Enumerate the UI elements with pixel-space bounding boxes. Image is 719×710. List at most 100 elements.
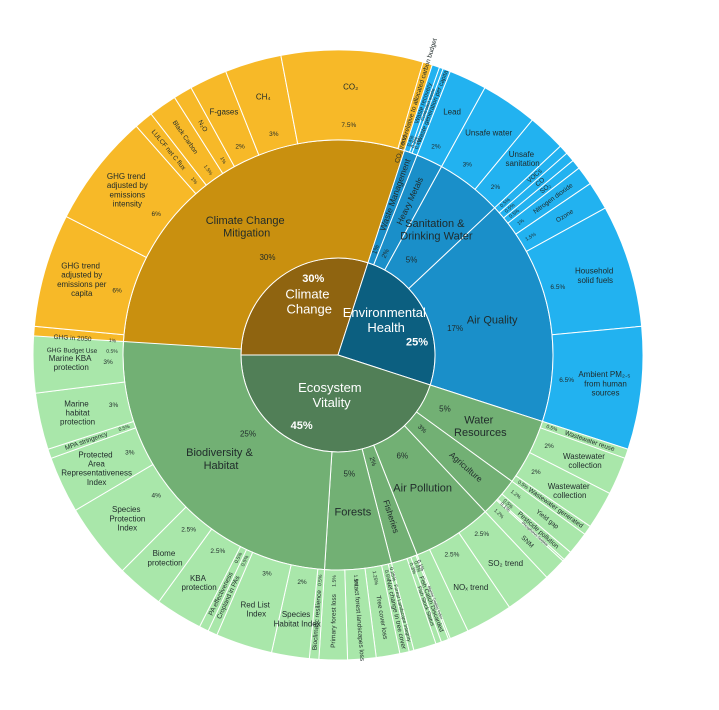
label-line: NOₓ trend (453, 583, 488, 592)
label-line: Protection (107, 514, 145, 523)
label-line: adjusted by (105, 181, 148, 190)
label-line: Species (112, 505, 140, 514)
label: GHG in 2050 (53, 334, 92, 343)
label: 1.25% (371, 570, 379, 586)
value-label: 7.5% (341, 122, 356, 129)
label-line: Index (115, 524, 137, 533)
label: 0.5% (240, 554, 250, 567)
label-line: Vitality (309, 395, 351, 410)
label-line: Health (364, 320, 405, 335)
label-line: Unsafe water (465, 128, 512, 137)
label-line: CH₄ (256, 93, 271, 102)
label-line: collection (566, 461, 602, 470)
label: Wastewater collection (548, 482, 590, 500)
value-label: 25% (406, 336, 428, 348)
label: 0.25% (388, 567, 397, 583)
label-line: Water (464, 414, 493, 426)
label: CH₄ (256, 93, 271, 102)
value-label: 4% (152, 493, 162, 500)
label-line: Lead (443, 108, 461, 117)
label: Unsafe water (465, 128, 512, 137)
label-line: from human (582, 380, 627, 389)
label-line: Resources (451, 427, 507, 439)
value-label: 5% (406, 255, 418, 264)
label-line: Environmental (343, 305, 426, 320)
label: 0.5% (383, 569, 391, 582)
label: CO (534, 177, 546, 189)
label-line: Air Pollution (393, 482, 452, 494)
value-label: 2% (235, 144, 245, 151)
label: Air Pollution (393, 482, 452, 494)
label-line: collection (551, 491, 587, 500)
label-line: Wastewater (548, 482, 590, 491)
label: 0.5% (118, 424, 131, 434)
label: GHG trend adjusted by emissions per capi… (55, 262, 107, 299)
label-line: Climate Change (206, 215, 285, 227)
label: Ambient PM₂.₅ from human sources (578, 370, 630, 397)
label: 1% (109, 338, 117, 344)
label: Red List Index (241, 600, 271, 618)
value-label: 6% (112, 288, 122, 295)
label-line: intensity (110, 200, 142, 209)
label: 0.4% (414, 137, 424, 150)
label: 1% (371, 244, 381, 255)
label: Biodiversity & Habitat (186, 447, 253, 472)
value-label: 3% (269, 131, 279, 138)
label-line: capita (69, 289, 93, 298)
label: KBA protection (179, 574, 216, 592)
label: 0.5% (106, 349, 118, 355)
label: Marine KBA protection (49, 354, 92, 372)
label-line: CO₂ (343, 82, 358, 91)
label-line: Ambient PM₂.₅ (578, 370, 630, 379)
value-label: 3% (262, 570, 272, 577)
label-line: Habitat (201, 460, 239, 472)
label: 1% (189, 176, 199, 186)
value-label: 5% (439, 405, 451, 414)
value-label: 6% (397, 451, 409, 460)
label-line: GHG trend (61, 262, 100, 271)
value-label: 3% (103, 359, 113, 366)
label: 0.2% (410, 136, 420, 149)
label: 3% (416, 423, 428, 435)
label-line: Change (283, 302, 332, 317)
label-line: Protected (78, 450, 112, 459)
value-label: 2.5% (181, 527, 196, 534)
label: Sanitation & Drinking Water (397, 218, 473, 243)
label-line: protection (58, 418, 95, 427)
label-line: protection (51, 363, 88, 372)
value-label: 6.5% (559, 377, 574, 384)
value-label: 17% (447, 324, 463, 333)
label-line: Area (86, 460, 105, 469)
label: 1.5% (332, 575, 338, 587)
label-line: Wastewater (563, 452, 605, 461)
label: Species Habitat Index (271, 610, 320, 628)
label-line: Mitigation (220, 227, 270, 239)
label: Ecosystem Vitality (298, 380, 362, 410)
label: NOₓ trend (453, 583, 488, 592)
label: 0.5% (234, 551, 245, 564)
label: 1% (516, 218, 526, 227)
value-label: 2% (544, 443, 554, 450)
label: 0.5% (317, 574, 324, 586)
label: CO₂ (343, 82, 358, 91)
label: 0.5% (516, 479, 529, 491)
value-label: 2.5% (474, 531, 489, 538)
label-line: SO₂ trend (488, 559, 523, 568)
label: 0.5% (400, 132, 409, 145)
label: GHG trend adjusted by emissions intensit… (105, 172, 148, 209)
label-line: sources (589, 389, 619, 398)
value-label: 2% (297, 579, 307, 586)
wedge (32, 335, 126, 394)
label: Forests (335, 506, 372, 518)
label-line: Forests (335, 506, 372, 518)
label: 2% (368, 456, 378, 467)
label-line: Biodiversity & (186, 447, 253, 459)
value-label: 2% (491, 184, 501, 191)
value-label: 3% (109, 402, 119, 409)
label: 0.5% (545, 424, 558, 434)
label-line: Index (244, 610, 266, 619)
label-line: Drinking Water (397, 230, 473, 242)
value-label: 45% (291, 420, 313, 432)
label: Primary forest loss (330, 593, 338, 648)
value-label: 2% (531, 469, 541, 476)
